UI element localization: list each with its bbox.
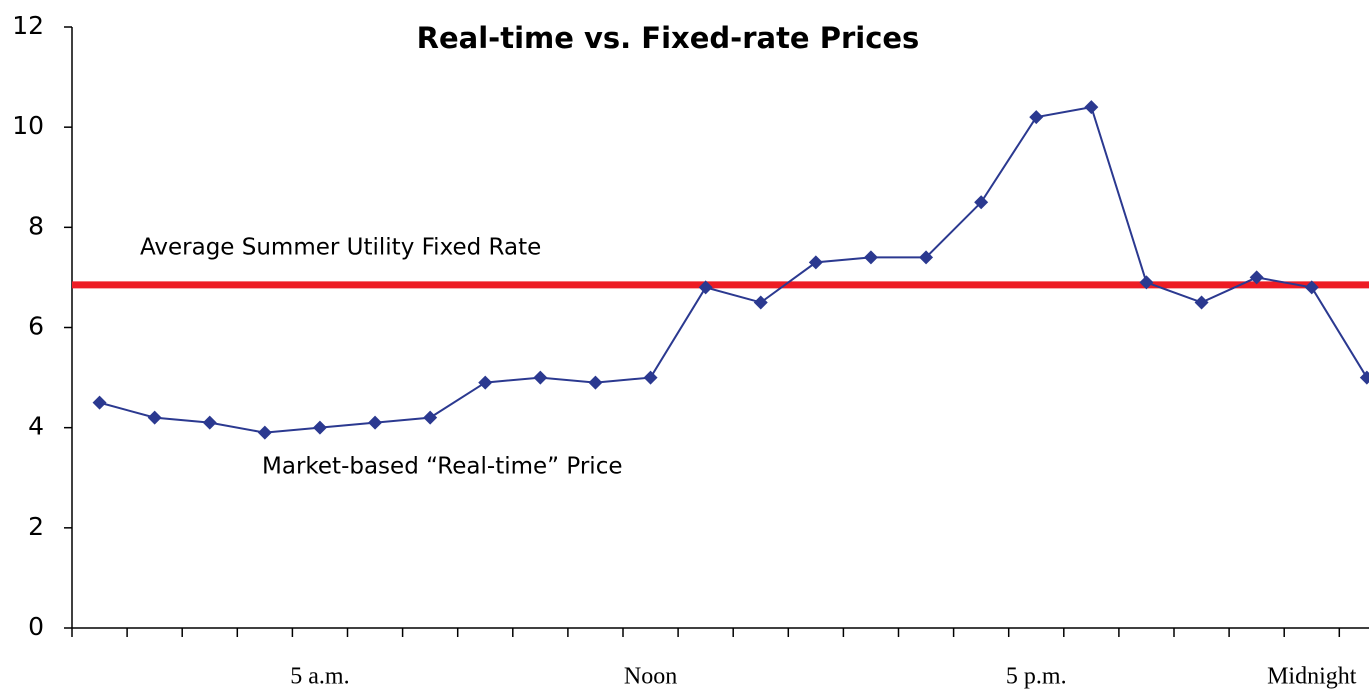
point (533, 370, 548, 385)
point (92, 395, 107, 410)
point (698, 280, 713, 295)
reference-label: Average Summer Utility Fixed Rate (140, 235, 541, 261)
point (202, 415, 217, 430)
point (1084, 100, 1099, 115)
chart-title: Real-time vs. Fixed-rate Prices (417, 21, 920, 55)
point (478, 375, 493, 390)
y-tick-label: 12 (12, 11, 44, 40)
point (919, 250, 934, 265)
x-tick-label: Midnight (1267, 664, 1357, 690)
series-label: Market-based “Real-time” Price (262, 454, 623, 480)
point (863, 250, 878, 265)
point (753, 295, 768, 310)
point (1029, 110, 1044, 125)
y-tick-label: 6 (28, 312, 44, 341)
x-tick-label: Noon (624, 664, 677, 690)
point (147, 410, 162, 425)
point (368, 415, 383, 430)
point (257, 425, 272, 440)
x-tick-label: 5 p.m. (1006, 664, 1067, 690)
point (312, 420, 327, 435)
y-tick-label: 8 (28, 211, 44, 240)
point (1304, 280, 1319, 295)
y-tick-label: 2 (28, 512, 44, 541)
point (808, 255, 823, 270)
y-tick-label: 0 (28, 612, 44, 641)
point (423, 410, 438, 425)
series-line (99, 105, 1368, 434)
y-tick-label: 4 (28, 412, 44, 441)
point (588, 375, 603, 390)
point (974, 195, 989, 210)
point (1139, 275, 1154, 290)
point (643, 370, 658, 385)
y-tick-label: 10 (12, 111, 44, 140)
x-tick-label: 5 a.m. (290, 664, 349, 690)
point (1249, 270, 1264, 285)
point (1194, 295, 1209, 310)
point (1359, 370, 1369, 385)
